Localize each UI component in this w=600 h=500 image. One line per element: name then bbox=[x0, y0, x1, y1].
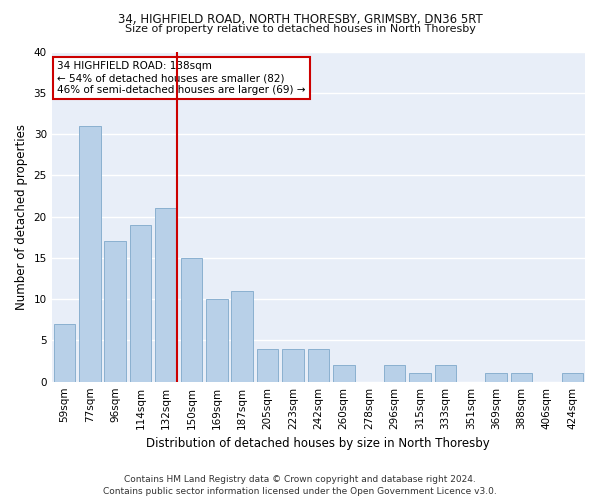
Bar bbox=[53, 324, 75, 382]
Y-axis label: Number of detached properties: Number of detached properties bbox=[15, 124, 28, 310]
Bar bbox=[409, 374, 431, 382]
Bar bbox=[434, 365, 456, 382]
Bar bbox=[104, 242, 126, 382]
Bar bbox=[384, 365, 406, 382]
Text: Contains HM Land Registry data © Crown copyright and database right 2024.
Contai: Contains HM Land Registry data © Crown c… bbox=[103, 474, 497, 496]
Text: Size of property relative to detached houses in North Thoresby: Size of property relative to detached ho… bbox=[125, 24, 475, 34]
Text: 34, HIGHFIELD ROAD, NORTH THORESBY, GRIMSBY, DN36 5RT: 34, HIGHFIELD ROAD, NORTH THORESBY, GRIM… bbox=[118, 12, 482, 26]
Text: 34 HIGHFIELD ROAD: 138sqm
← 54% of detached houses are smaller (82)
46% of semi-: 34 HIGHFIELD ROAD: 138sqm ← 54% of detac… bbox=[57, 62, 305, 94]
Bar bbox=[511, 374, 532, 382]
Bar bbox=[485, 374, 507, 382]
Bar bbox=[79, 126, 101, 382]
Bar bbox=[282, 348, 304, 382]
Bar bbox=[333, 365, 355, 382]
Bar bbox=[562, 374, 583, 382]
Bar bbox=[181, 258, 202, 382]
Bar bbox=[155, 208, 177, 382]
X-axis label: Distribution of detached houses by size in North Thoresby: Distribution of detached houses by size … bbox=[146, 437, 490, 450]
Bar bbox=[130, 225, 151, 382]
Bar bbox=[257, 348, 278, 382]
Bar bbox=[308, 348, 329, 382]
Bar bbox=[206, 299, 227, 382]
Bar bbox=[232, 291, 253, 382]
